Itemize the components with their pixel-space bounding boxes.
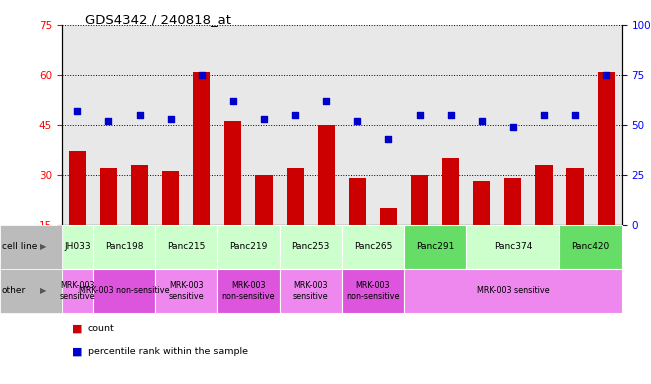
Text: ■: ■ bbox=[72, 323, 82, 333]
Text: Panc291: Panc291 bbox=[416, 242, 454, 251]
Bar bbox=[473, 181, 490, 225]
Bar bbox=[193, 71, 210, 225]
Text: cell line: cell line bbox=[2, 242, 37, 251]
Bar bbox=[100, 168, 117, 225]
Bar bbox=[442, 158, 459, 225]
Bar bbox=[286, 168, 303, 225]
Point bbox=[477, 118, 487, 124]
Text: MRK-003 non-sensitive: MRK-003 non-sensitive bbox=[79, 286, 169, 295]
Point bbox=[601, 72, 611, 78]
Text: count: count bbox=[88, 324, 115, 333]
Text: Panc374: Panc374 bbox=[493, 242, 532, 251]
Text: Panc198: Panc198 bbox=[105, 242, 143, 251]
Point bbox=[228, 98, 238, 104]
Bar bbox=[598, 71, 615, 225]
Bar bbox=[535, 165, 553, 225]
Bar bbox=[131, 165, 148, 225]
Text: Panc420: Panc420 bbox=[572, 242, 610, 251]
Text: JH033: JH033 bbox=[64, 242, 90, 251]
Point bbox=[290, 112, 300, 118]
Point bbox=[383, 136, 394, 142]
Text: ▶: ▶ bbox=[40, 242, 47, 251]
Text: MRK-003
non-sensitive: MRK-003 non-sensitive bbox=[346, 281, 400, 301]
Text: GDS4342 / 240818_at: GDS4342 / 240818_at bbox=[85, 13, 230, 26]
Point bbox=[445, 112, 456, 118]
Bar bbox=[225, 121, 242, 225]
Point bbox=[539, 112, 549, 118]
Text: MRK-003
sensitive: MRK-003 sensitive bbox=[169, 281, 204, 301]
Bar bbox=[349, 178, 366, 225]
Bar bbox=[505, 178, 521, 225]
Bar bbox=[162, 171, 179, 225]
Bar bbox=[69, 151, 86, 225]
Text: Panc215: Panc215 bbox=[167, 242, 206, 251]
Text: MRK-003
sensitive: MRK-003 sensitive bbox=[293, 281, 329, 301]
Point bbox=[259, 116, 270, 122]
Bar bbox=[255, 175, 273, 225]
Point bbox=[197, 72, 207, 78]
Bar bbox=[411, 175, 428, 225]
Text: Panc219: Panc219 bbox=[229, 242, 268, 251]
Bar bbox=[566, 168, 583, 225]
Bar bbox=[318, 125, 335, 225]
Text: MRK-003
non-sensitive: MRK-003 non-sensitive bbox=[222, 281, 275, 301]
Point bbox=[508, 124, 518, 130]
Point bbox=[134, 112, 145, 118]
Point bbox=[321, 98, 331, 104]
Text: MRK-003 sensitive: MRK-003 sensitive bbox=[477, 286, 549, 295]
Point bbox=[104, 118, 114, 124]
Text: other: other bbox=[2, 286, 26, 295]
Text: Panc253: Panc253 bbox=[292, 242, 330, 251]
Point bbox=[570, 112, 580, 118]
Text: Panc265: Panc265 bbox=[353, 242, 392, 251]
Text: percentile rank within the sample: percentile rank within the sample bbox=[88, 347, 248, 356]
Point bbox=[72, 108, 83, 114]
Point bbox=[414, 112, 424, 118]
Text: ■: ■ bbox=[72, 346, 82, 356]
Point bbox=[352, 118, 363, 124]
Text: ▶: ▶ bbox=[40, 286, 47, 295]
Point bbox=[165, 116, 176, 122]
Bar bbox=[380, 208, 397, 225]
Text: MRK-003
sensitive: MRK-003 sensitive bbox=[60, 281, 95, 301]
